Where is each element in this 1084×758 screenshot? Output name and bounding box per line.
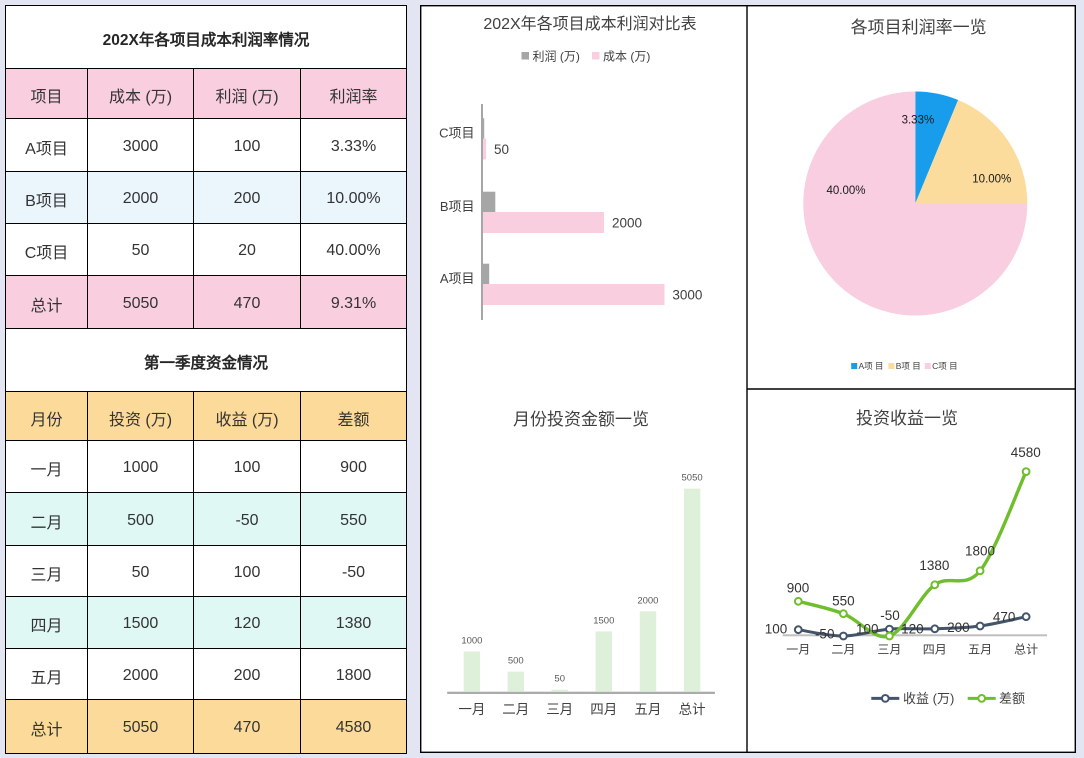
svg-text:C项 目: C项 目 (932, 361, 958, 371)
svg-text:100: 100 (765, 622, 788, 637)
svg-text:利润 (万): 利润 (万) (533, 50, 580, 64)
svg-text:B项目: B项目 (440, 199, 475, 214)
svg-text:50: 50 (494, 142, 509, 157)
svg-text:一月: 一月 (786, 643, 810, 657)
svg-text:200: 200 (947, 620, 970, 635)
svg-text:470: 470 (993, 609, 1016, 624)
svg-text:3000: 3000 (672, 288, 702, 303)
svg-text:1380: 1380 (919, 558, 949, 573)
svg-text:100: 100 (856, 622, 879, 637)
svg-text:900: 900 (787, 580, 810, 595)
svg-text:4580: 4580 (1011, 445, 1041, 460)
svg-text:五月: 五月 (634, 702, 661, 717)
svg-text:收益 (万): 收益 (万) (903, 691, 954, 706)
svg-text:二月: 二月 (831, 643, 855, 657)
svg-text:1800: 1800 (965, 544, 995, 559)
svg-text:B项 目: B项 目 (896, 361, 921, 371)
svg-text:成本 (万): 成本 (万) (603, 50, 650, 64)
svg-text:A项目: A项目 (440, 271, 475, 286)
svg-text:-50: -50 (815, 627, 835, 642)
svg-text:四月: 四月 (923, 643, 947, 657)
svg-text:202X年各项目成本利润对比表: 202X年各项目成本利润对比表 (483, 15, 696, 33)
svg-text:2000: 2000 (612, 216, 642, 231)
svg-text:-50: -50 (880, 608, 900, 623)
svg-text:2000: 2000 (637, 595, 658, 606)
svg-text:C项目: C项目 (439, 126, 474, 141)
svg-text:一月: 一月 (458, 702, 485, 717)
svg-text:二月: 二月 (502, 702, 529, 717)
svg-text:5050: 5050 (682, 473, 703, 484)
svg-text:总计: 总计 (1014, 643, 1038, 657)
svg-text:月份投资金额一览: 月份投资金额一览 (513, 410, 649, 429)
svg-text:三月: 三月 (877, 643, 901, 657)
svg-text:50: 50 (554, 674, 565, 685)
svg-text:总计: 总计 (679, 702, 706, 717)
svg-text:1000: 1000 (461, 636, 482, 647)
svg-text:三月: 三月 (546, 702, 573, 717)
svg-text:投资收益一览: 投资收益一览 (856, 409, 958, 428)
svg-text:1500: 1500 (593, 615, 614, 626)
svg-text:3.33%: 3.33% (902, 115, 935, 127)
svg-text:120: 120 (901, 622, 924, 637)
svg-text:四月: 四月 (590, 702, 617, 717)
svg-text:40.00%: 40.00% (826, 185, 865, 197)
svg-text:各项目利润率一览: 各项目利润率一览 (851, 18, 987, 37)
svg-text:550: 550 (832, 593, 855, 608)
svg-text:10.00%: 10.00% (972, 174, 1011, 186)
svg-text:差额: 差额 (999, 691, 1025, 706)
svg-text:五月: 五月 (968, 643, 992, 657)
svg-text:500: 500 (508, 656, 524, 667)
svg-text:A项 目: A项 目 (859, 361, 884, 371)
